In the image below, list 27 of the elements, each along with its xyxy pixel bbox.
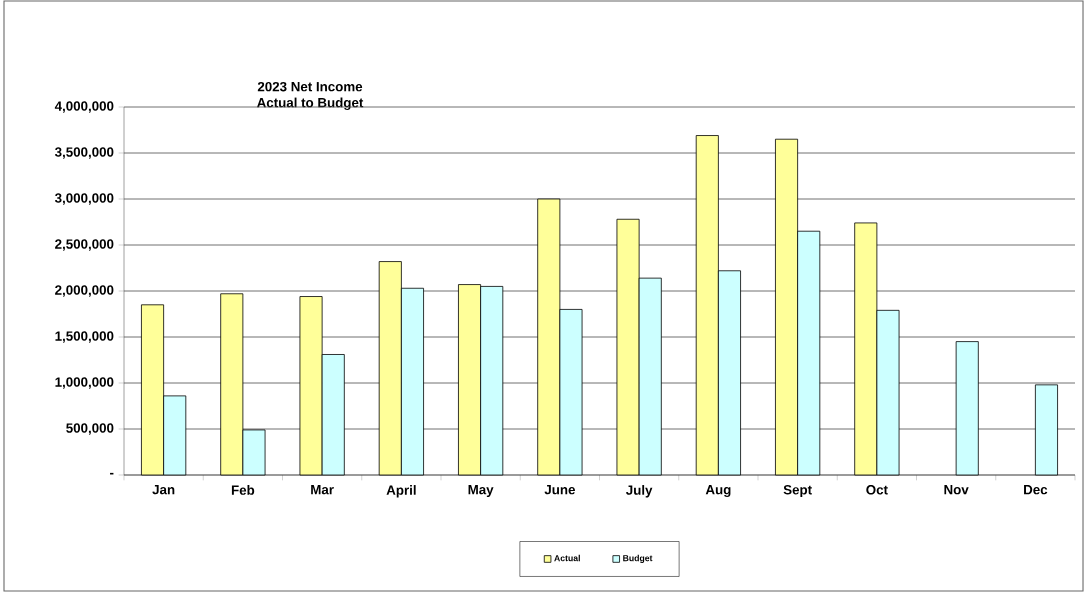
chart-subtitle: Actual to Budget: [257, 97, 364, 111]
x-tick-label: Mar: [311, 485, 334, 495]
y-tick-label: 4,000,000: [54, 101, 114, 113]
y-tick-label: 500,000: [66, 423, 114, 435]
y-tick-label: 3,500,000: [54, 147, 114, 159]
x-tick-label: May: [468, 485, 494, 497]
x-tick-label: Sept: [783, 485, 812, 498]
y-tick-label: 2,000,000: [55, 285, 114, 297]
legend-label: Actual: [554, 554, 580, 562]
legend-label: Budget: [623, 554, 653, 563]
y-tick-label: 3,000,000: [54, 193, 114, 205]
bar: [955, 341, 979, 476]
x-tick-label: Feb: [231, 485, 255, 495]
x-tick-label: July: [626, 485, 653, 498]
y-tick-label: 1,000,000: [55, 377, 114, 389]
x-tick-label: Oct: [866, 485, 888, 495]
bar: [1034, 384, 1058, 476]
x-tick-label: Jan: [152, 485, 175, 495]
x-tick-label: Dec: [1024, 485, 1048, 495]
x-tick-label: April: [386, 485, 416, 498]
x-tick-label: June: [544, 485, 575, 495]
x-tick-label: Aug: [705, 485, 731, 498]
chart-title: 2023 Net Income: [257, 81, 363, 92]
y-tick-label: 2,500,000: [55, 239, 114, 251]
y-tick-label: -: [110, 472, 114, 475]
x-tick-label: Nov: [944, 485, 969, 495]
y-tick-label: 1,500,000: [55, 331, 114, 343]
